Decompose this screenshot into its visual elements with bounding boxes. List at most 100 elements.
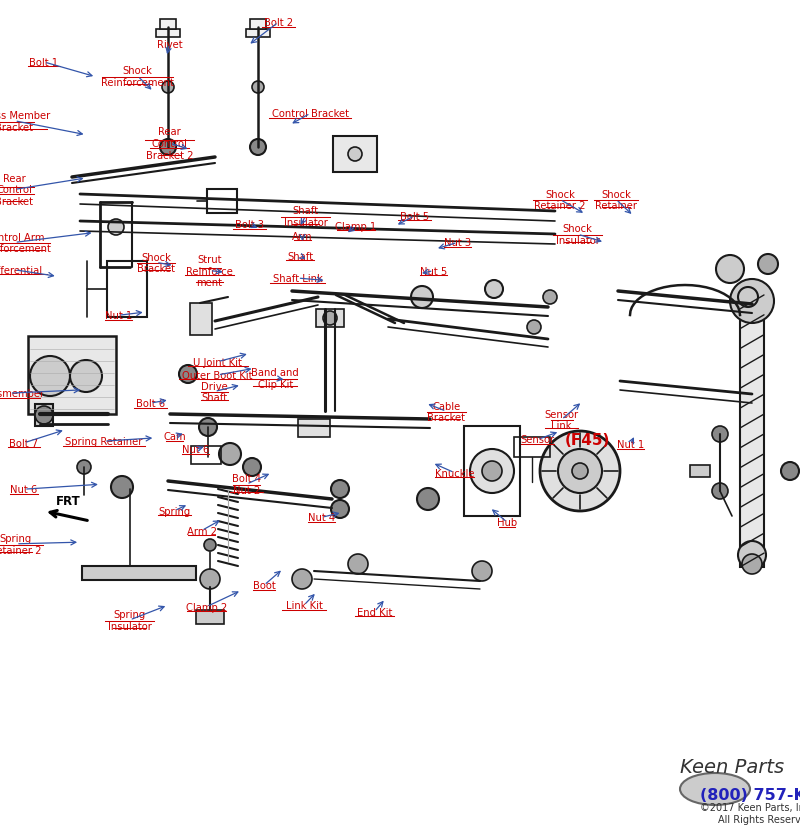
Text: Bolt 2: Bolt 2 [264,18,293,28]
Bar [740,289,764,567]
Text: Nut 1: Nut 1 [105,311,132,321]
Bar [246,30,270,38]
Circle shape [162,82,174,94]
Text: Bolt 7: Bolt 7 [10,438,38,448]
Text: Shock
Bracket: Shock Bracket [137,252,175,274]
Circle shape [758,255,778,275]
Circle shape [470,449,514,494]
Circle shape [70,361,102,393]
Text: Rear
Control
Bracket 2: Rear Control Bracket 2 [146,127,194,160]
Bar [191,447,221,465]
Circle shape [252,82,264,94]
Text: Sensor: Sensor [521,435,554,445]
Text: Nut 1: Nut 1 [617,440,644,450]
Circle shape [77,461,91,475]
Text: Rivet: Rivet [157,40,182,50]
Bar [316,309,344,327]
Circle shape [323,312,337,326]
Text: Shock
Insulator: Shock Insulator [556,224,599,246]
Circle shape [243,458,261,476]
Text: Cable
Bracket: Cable Bracket [427,401,466,423]
Circle shape [108,220,124,236]
Circle shape [160,140,176,155]
Bar [514,437,550,457]
Text: Shock
Reinforcement: Shock Reinforcement [101,66,174,88]
Bar [156,30,180,38]
Text: Nut 6: Nut 6 [10,485,38,495]
Circle shape [716,256,744,284]
Bar [298,419,330,437]
Ellipse shape [680,773,750,805]
Text: Knuckle: Knuckle [434,468,474,478]
Text: Link Kit: Link Kit [286,600,322,610]
Text: Control Arm
Reinforcement: Control Arm Reinforcement [0,232,51,254]
Text: Drive
Shaft: Drive Shaft [201,381,228,403]
Circle shape [558,449,602,494]
Text: Bolt 5: Bolt 5 [400,212,429,222]
Bar [82,566,196,581]
Text: Band and
Clip Kit: Band and Clip Kit [251,368,299,390]
Text: Arm: Arm [292,232,313,241]
Text: Arm 2: Arm 2 [186,526,217,536]
Text: Bolt 1: Bolt 1 [30,58,58,68]
Circle shape [730,280,774,323]
Text: Rear
Control
Bracket: Rear Control Bracket [0,174,34,207]
Text: Shaft: Shaft [287,251,313,261]
Circle shape [348,554,368,574]
Circle shape [35,407,53,424]
Text: Spring
Retainer 2: Spring Retainer 2 [0,533,42,555]
Text: Outer Boot Kit: Outer Boot Kit [182,370,253,380]
Text: Sensor
Link: Sensor Link [545,409,578,431]
Text: Shock
Retainer: Shock Retainer [595,189,637,211]
Circle shape [411,287,433,308]
Text: Differential: Differential [0,265,42,275]
Circle shape [179,366,197,384]
Text: End Kit: End Kit [357,607,392,617]
Circle shape [738,542,766,569]
Circle shape [219,443,241,466]
Text: Hub: Hub [497,518,518,528]
Bar [190,304,212,336]
Circle shape [485,280,503,299]
Text: Spring Retainer: Spring Retainer [66,437,142,447]
Text: Shaft Link: Shaft Link [273,274,322,284]
Text: Crossmember: Crossmember [0,389,44,399]
Circle shape [482,461,502,481]
Circle shape [472,562,492,581]
Text: Clamp 2: Clamp 2 [186,602,227,612]
Text: Boot: Boot [253,581,275,590]
Circle shape [572,463,588,480]
Bar [35,404,53,427]
Circle shape [417,489,439,510]
Text: Cam: Cam [163,432,186,442]
Text: Cross Member
Bracket: Cross Member Bracket [0,111,50,132]
Text: Strut
Reinforce
ment: Strut Reinforce ment [186,255,233,288]
Circle shape [781,462,799,480]
Circle shape [204,539,216,552]
Bar [250,20,266,30]
Circle shape [331,480,349,499]
Text: Control Bracket: Control Bracket [272,109,349,119]
Text: Nut 4: Nut 4 [308,513,335,523]
Circle shape [111,476,133,499]
Bar [207,189,237,213]
Text: (800) 757-KEEN: (800) 757-KEEN [700,787,800,802]
Circle shape [200,569,220,590]
Text: Nut 6: Nut 6 [182,445,209,455]
Bar [107,261,147,318]
Bar [196,610,224,624]
Text: ©2017 Keen Parts, Inc.
All Rights Reserved: ©2017 Keen Parts, Inc. All Rights Reserv… [700,802,800,824]
Circle shape [527,321,541,335]
Circle shape [543,290,557,304]
Text: Clamp 1: Clamp 1 [335,222,377,232]
Bar [28,337,116,414]
Circle shape [738,288,758,308]
Circle shape [331,500,349,519]
Circle shape [712,484,728,500]
Circle shape [540,432,620,511]
Bar [160,20,176,30]
Circle shape [348,148,362,162]
Text: FRT: FRT [56,495,80,508]
Text: Bolt 6: Bolt 6 [136,399,165,409]
Circle shape [199,418,217,437]
